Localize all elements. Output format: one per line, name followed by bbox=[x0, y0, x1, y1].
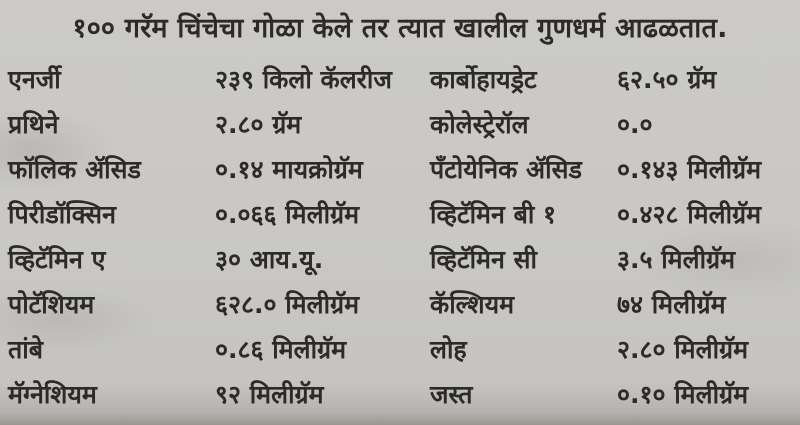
nutrient-name-right: पँटोयेनिक ॲसिड bbox=[430, 154, 582, 184]
nutrient-name-left: पिरीडॉक्सिन bbox=[8, 199, 116, 229]
page-title: १०० गरॅम चिंचेचा गोळा केले तर त्यात खाली… bbox=[72, 13, 728, 44]
nutrition-table: एनर्जी २३९ किलो कॅलरीज कार्बोहायड्रेट ६२… bbox=[8, 56, 796, 416]
nutrient-name-right: लोह bbox=[430, 334, 467, 364]
nutrient-value-left: ६२८.० मिलीग्रॅम bbox=[215, 289, 360, 319]
nutrient-name-left: एनर्जी bbox=[8, 64, 61, 94]
nutrient-name-right: कोलेस्ट्रेरॉल bbox=[430, 109, 529, 139]
nutrient-value-left: ०.१४ मायक्रोग्रॅम bbox=[215, 154, 363, 184]
nutrient-value-right: ६२.५० ग्रॅम bbox=[617, 64, 717, 94]
nutrient-name-left: मॅग्नेशियम bbox=[8, 379, 97, 409]
nutrient-value-left: २३९ किलो कॅलरीज bbox=[215, 64, 392, 94]
table-row: फॉलिक ॲसिड ०.१४ मायक्रोग्रॅम पँटोयेनिक ॲ… bbox=[8, 146, 796, 191]
nutrient-value-left: ३० आय.यू. bbox=[215, 244, 324, 274]
nutrient-name-right: कॅल्शियम bbox=[430, 289, 515, 319]
nutrient-name-left: तांबे bbox=[8, 334, 44, 364]
nutrient-name-right: व्हिटॅमिन सी bbox=[430, 244, 537, 274]
nutrient-name-right: कार्बोहायड्रेट bbox=[430, 64, 537, 94]
nutrient-name-right: जस्त bbox=[430, 379, 473, 409]
nutrient-name-left: फॉलिक ॲसिड bbox=[8, 154, 141, 184]
nutrient-value-right: ०.० bbox=[617, 109, 653, 139]
table-row: प्रथिने २.८० ग्रॅम कोलेस्ट्रेरॉल ०.० bbox=[8, 101, 796, 146]
table-row: एनर्जी २३९ किलो कॅलरीज कार्बोहायड्रेट ६२… bbox=[8, 56, 796, 101]
nutrient-value-right: ०.१० मिलीग्रॅम bbox=[617, 379, 749, 409]
nutrient-name-right: व्हिटॅमिन बी १ bbox=[430, 199, 557, 229]
nutrient-value-right: ३.५ मिलीग्रॅम bbox=[617, 244, 736, 274]
nutrient-name-left: पोटॅशियम bbox=[8, 289, 95, 319]
nutrient-value-right: ७४ मिलीग्रॅम bbox=[617, 289, 726, 319]
nutrient-name-left: व्हिटॅमिन ए bbox=[8, 244, 106, 274]
nutrient-value-right: ०.४२८ मिलीग्रॅम bbox=[617, 199, 762, 229]
nutrient-value-left: ०.०६६ मिलीग्रॅम bbox=[215, 199, 360, 229]
nutrient-name-left: प्रथिने bbox=[8, 109, 59, 139]
table-row: पोटॅशियम ६२८.० मिलीग्रॅम कॅल्शियम ७४ मिल… bbox=[8, 281, 796, 326]
nutrient-value-right: २.८० मिलीग्रॅम bbox=[617, 334, 749, 364]
table-row: मॅग्नेशियम ९२ मिलीग्रॅम जस्त ०.१० मिलीग्… bbox=[8, 371, 796, 416]
nutrient-value-left: २.८० ग्रॅम bbox=[215, 109, 302, 139]
table-row: पिरीडॉक्सिन ०.०६६ मिलीग्रॅम व्हिटॅमिन बी… bbox=[8, 191, 796, 236]
table-row: व्हिटॅमिन ए ३० आय.यू. व्हिटॅमिन सी ३.५ म… bbox=[8, 236, 796, 281]
nutrient-value-left: ९२ मिलीग्रॅम bbox=[215, 379, 324, 409]
nutrient-value-left: ०.८६ मिलीग्रॅम bbox=[215, 334, 347, 364]
table-row: तांबे ०.८६ मिलीग्रॅम लोह २.८० मिलीग्रॅम bbox=[8, 326, 796, 371]
nutrient-value-right: ०.१४३ मिलीग्रॅम bbox=[617, 154, 762, 184]
